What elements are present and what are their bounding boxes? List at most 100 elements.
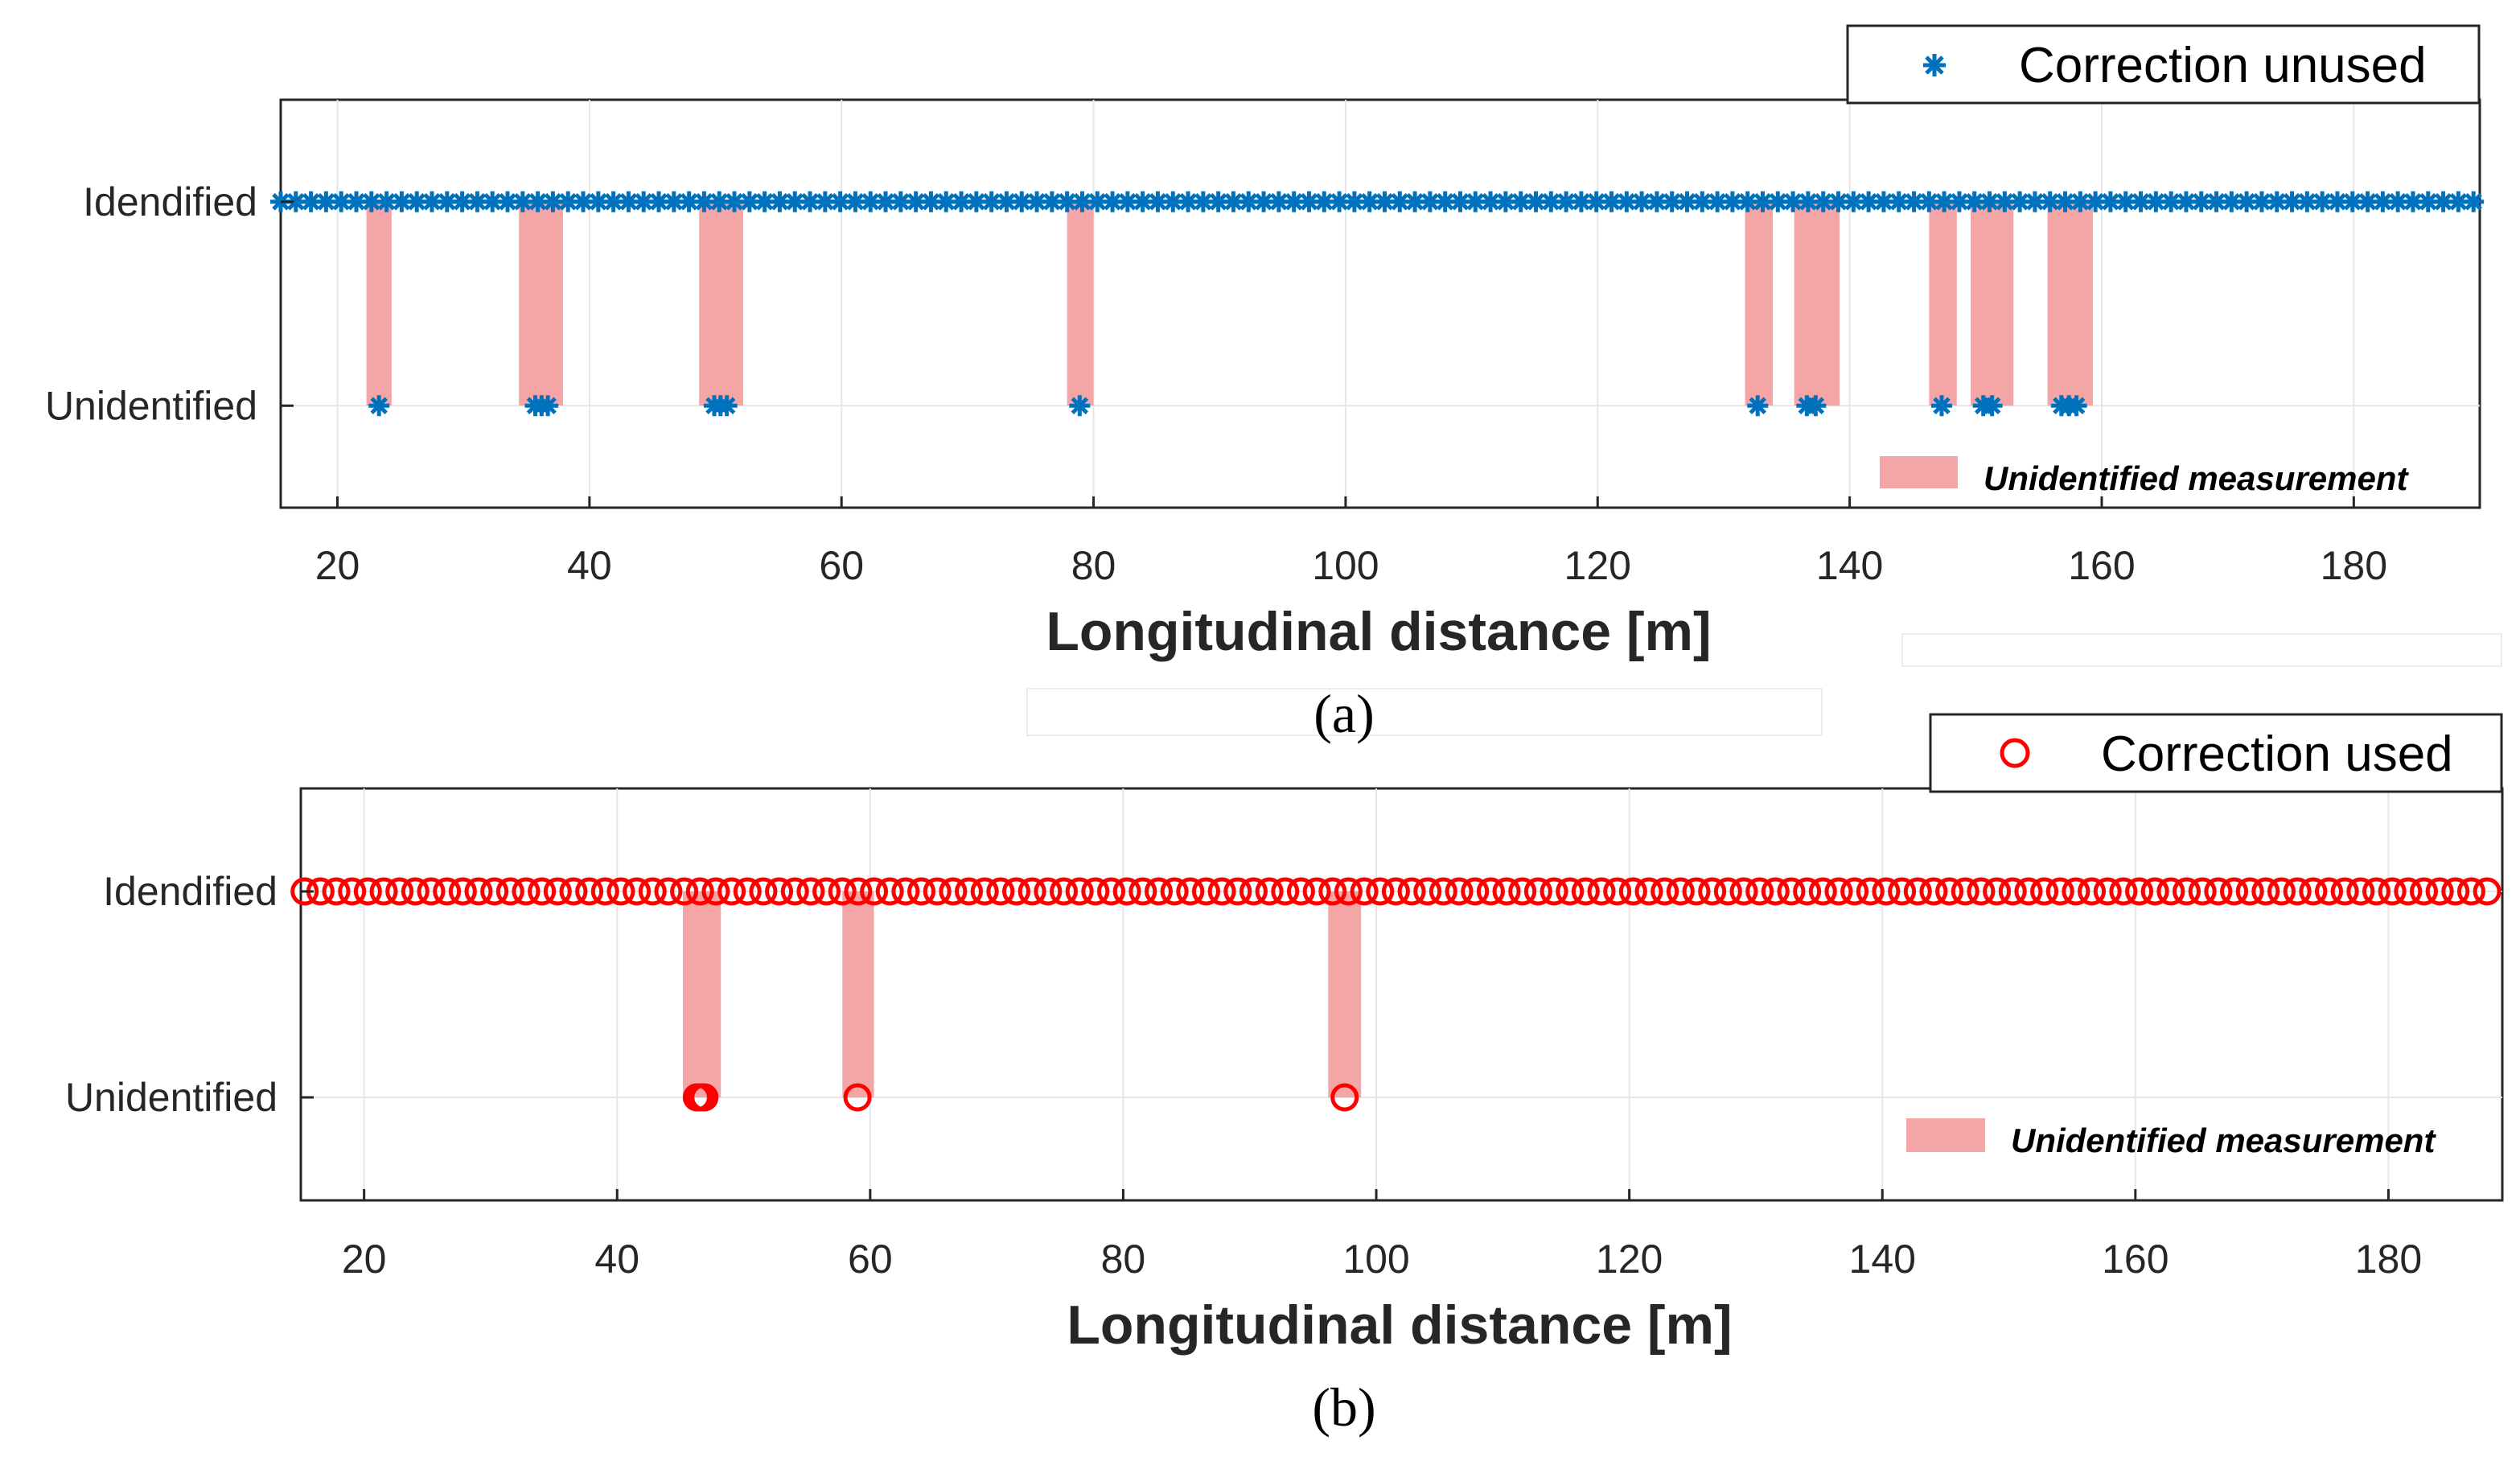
x-tick-label: 100 xyxy=(1342,1237,1409,1282)
x-tick-label: 80 xyxy=(1071,543,1116,588)
x-tick-label: 100 xyxy=(1312,543,1379,588)
identified-point xyxy=(1824,877,1853,906)
identified-point xyxy=(1081,877,1110,906)
identified-point xyxy=(338,877,367,906)
identified-point xyxy=(965,191,987,212)
identified-point xyxy=(2206,191,2227,212)
identified-point xyxy=(1873,191,1894,212)
identified-point xyxy=(1350,877,1379,906)
identified-point xyxy=(1253,191,1275,212)
identified-point xyxy=(495,877,524,906)
panel-b-xticks: 20 40 60 80 100 120 140 160 180 xyxy=(342,1189,2422,1282)
panel-b-band-legend-label: Unidentified measurement xyxy=(2011,1122,2436,1159)
identified-point xyxy=(1998,877,2027,906)
x-tick-label: 60 xyxy=(819,543,864,588)
panel-a-axes-box xyxy=(279,98,2481,509)
identified-point xyxy=(1767,191,1789,212)
identified-point xyxy=(1808,877,1837,906)
panel-b-markers xyxy=(290,877,2502,1112)
identified-point xyxy=(1793,877,1822,906)
identified-point xyxy=(1979,191,2000,212)
panel-a-band-legend: Unidentified measurement xyxy=(1880,456,2409,497)
x-tick-label: 160 xyxy=(2068,543,2135,588)
identified-point xyxy=(1729,877,1758,906)
identified-point xyxy=(1983,877,2012,906)
identified-point xyxy=(663,191,684,212)
unidentified-band xyxy=(683,891,721,1097)
identified-point xyxy=(322,877,351,906)
panel-a-yticks: Unidentified Idendified xyxy=(45,179,294,428)
unidentified-point xyxy=(368,395,390,417)
identified-point xyxy=(685,877,714,906)
identified-point xyxy=(346,191,368,212)
identified-point xyxy=(814,191,836,212)
identified-point xyxy=(1034,877,1063,906)
identified-point xyxy=(923,877,952,906)
identified-point xyxy=(648,191,670,212)
identified-point xyxy=(2281,191,2303,212)
identified-point xyxy=(986,877,1015,906)
identified-point xyxy=(2160,191,2182,212)
identified-point xyxy=(1666,877,1695,906)
identified-point xyxy=(1374,191,1396,212)
identified-point xyxy=(587,191,609,212)
identified-point xyxy=(1492,877,1521,906)
identified-point xyxy=(1255,877,1284,906)
identified-point xyxy=(1087,191,1108,212)
y-tick-label: Unidentified xyxy=(65,1075,277,1120)
identified-point xyxy=(907,877,936,906)
identified-point xyxy=(670,877,699,906)
identified-point xyxy=(2362,877,2391,906)
identified-point xyxy=(391,191,413,212)
identified-point xyxy=(1449,191,1471,212)
panel-a-legend-label: Correction unused xyxy=(2019,38,2427,93)
unidentified-band xyxy=(1971,201,2014,406)
identified-point xyxy=(749,877,778,906)
identified-point xyxy=(527,191,549,212)
identified-point xyxy=(1967,877,1996,906)
identified-point xyxy=(2330,877,2359,906)
identified-point xyxy=(638,877,667,906)
x-tick-label: 120 xyxy=(1596,1237,1663,1282)
identified-point xyxy=(1366,877,1395,906)
identified-point xyxy=(2030,877,2059,906)
identified-point xyxy=(1128,877,1157,906)
band-swatch xyxy=(1906,1118,1985,1152)
identified-point xyxy=(2130,191,2152,212)
unidentified-point xyxy=(1981,395,2003,417)
unidentified-band xyxy=(1745,201,1774,406)
unidentified-point xyxy=(690,1083,719,1112)
unidentified-band xyxy=(2047,201,2094,406)
y-tick-label: Idendified xyxy=(83,179,257,224)
unidentified-point xyxy=(1805,395,1827,417)
identified-point xyxy=(1002,877,1031,906)
identified-point xyxy=(2093,877,2122,906)
unidentified-point xyxy=(716,395,738,417)
identified-point xyxy=(796,877,825,906)
identified-point xyxy=(369,877,398,906)
identified-point xyxy=(590,877,619,906)
identified-point xyxy=(480,877,509,906)
unidentified-point xyxy=(843,1083,872,1112)
identified-point xyxy=(780,877,809,906)
identified-point xyxy=(1011,191,1033,212)
identified-point xyxy=(996,191,1017,212)
identified-point xyxy=(512,877,541,906)
identified-point xyxy=(2221,191,2243,212)
identified-point xyxy=(421,191,443,212)
identified-point xyxy=(1651,877,1679,906)
x-tick-label: 40 xyxy=(567,543,612,588)
identified-point xyxy=(417,877,446,906)
identified-point xyxy=(1888,877,1917,906)
identified-point xyxy=(2188,877,2217,906)
identified-point xyxy=(1918,191,1940,212)
identified-point xyxy=(717,877,746,906)
identified-point xyxy=(828,877,857,906)
identified-point xyxy=(2357,191,2378,212)
identified-point xyxy=(2456,877,2485,906)
unidentified-band xyxy=(1794,201,1840,406)
identified-point xyxy=(1698,877,1727,906)
panel-a-legend: Correction unused xyxy=(1846,24,2481,105)
identified-point xyxy=(1318,877,1347,906)
identified-point xyxy=(1618,877,1647,906)
